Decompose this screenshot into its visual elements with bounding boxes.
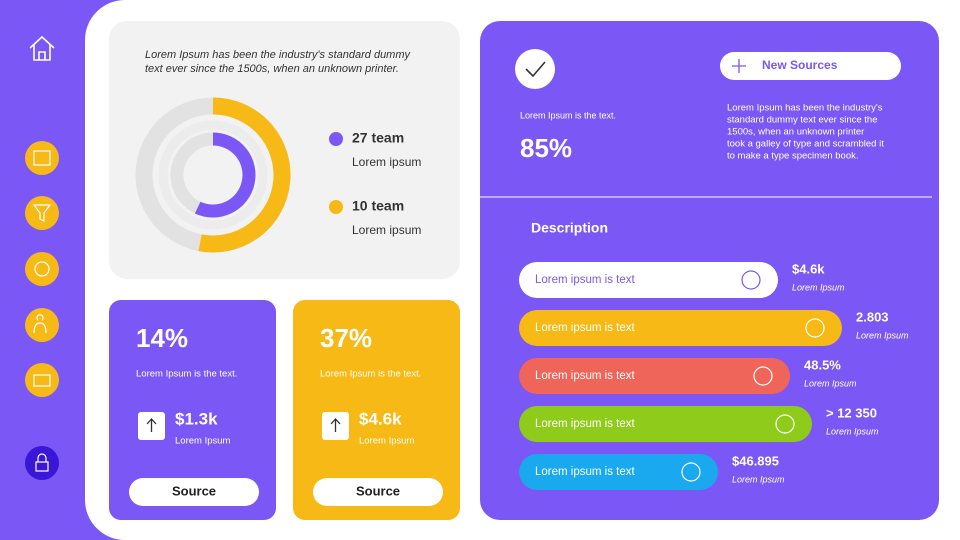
icon: [33, 314, 47, 334]
button-label: Source: [356, 483, 400, 498]
icon: [35, 461, 49, 472]
legend-dot: [329, 200, 343, 214]
item-icon: [741, 270, 761, 290]
stat-card: [109, 300, 276, 520]
panel-percent: 85%: [520, 133, 572, 163]
card-percent: 37%: [320, 323, 372, 353]
panel-paragraph: 1500s, when an unknown printer: [727, 127, 864, 138]
legend-dot: [329, 132, 343, 146]
item-icon: [805, 318, 825, 338]
card-caption: Lorem Ipsum is the text.: [320, 369, 421, 380]
icon: [33, 374, 51, 387]
item-text: Lorem ipsum is text: [535, 466, 636, 478]
item-bar[interactable]: [519, 310, 842, 346]
summary-text: text ever since the 1500s, when an unkno…: [145, 63, 399, 75]
panel-paragraph: to make a type specimen book.: [727, 151, 859, 162]
legend-label: Lorem ipsum: [352, 223, 421, 237]
check-badge: [515, 49, 555, 89]
item-bar[interactable]: [519, 454, 718, 490]
card-caption: Lorem Ipsum is the text.: [136, 369, 237, 380]
home-icon[interactable]: [29, 35, 55, 61]
item-bar[interactable]: [519, 358, 790, 394]
sidebar-icons: [25, 141, 59, 480]
item-icon: [753, 366, 773, 386]
check-icon: [525, 61, 546, 78]
donut-chart: [135, 97, 291, 253]
donut-track: [158, 120, 268, 230]
legend-name: 27 team: [352, 130, 404, 146]
briefcase-button[interactable]: [25, 363, 59, 397]
legend-name: 10 team: [352, 198, 404, 214]
item-value-label: Lorem Ipsum: [732, 474, 785, 484]
summary-text: Lorem Ipsum has been the industry's stan…: [145, 49, 412, 61]
lock-button[interactable]: [25, 446, 59, 480]
item-icon: [775, 414, 795, 434]
panel-paragraph: standard dummy text ever since the: [727, 115, 878, 126]
item-value: 48.5%: [804, 357, 841, 372]
item-value: > 12 350: [826, 405, 877, 420]
donut-arc: [194, 132, 256, 218]
new-sources-button[interactable]: [720, 52, 901, 80]
item-value: $46.895: [732, 453, 779, 468]
description-title: Description: [531, 220, 608, 236]
panel-caption: Lorem Ipsum is the text.: [520, 110, 616, 120]
donut-arc: [198, 97, 291, 253]
item-icon: [681, 462, 701, 482]
item-value: 2.803: [856, 309, 889, 324]
button-label: New Sources: [762, 58, 838, 72]
item-text: Lorem ipsum is text: [535, 322, 636, 334]
icon: [34, 261, 50, 277]
panel-paragraph: Lorem Ipsum has been the industry's: [727, 103, 883, 114]
source-button[interactable]: [313, 478, 443, 506]
item-bar[interactable]: [519, 406, 812, 442]
plus-icon: [732, 59, 746, 73]
card-amount-label: Lorem Ipsum: [359, 436, 415, 447]
button-label: Source: [172, 483, 216, 498]
item-value: $4.6k: [792, 261, 825, 276]
settings-button[interactable]: [25, 252, 59, 286]
icon: [33, 150, 51, 166]
item-text: Lorem ipsum is text: [535, 370, 636, 382]
icon: [32, 204, 52, 222]
item-value-label: Lorem Ipsum: [792, 282, 845, 292]
item-value-label: Lorem Ipsum: [804, 378, 857, 388]
item-text: Lorem ipsum is text: [535, 274, 636, 286]
arrow-icon: [146, 418, 157, 432]
item-value-label: Lorem Ipsum: [856, 330, 909, 340]
card-amount: $4.6k: [359, 409, 402, 428]
panel-paragraph: took a galley of type and scrambled it: [727, 139, 884, 150]
arrow-icon: [330, 418, 341, 432]
card-percent: 14%: [136, 323, 188, 353]
calendar-button[interactable]: [25, 141, 59, 175]
card-amount: $1.3k: [175, 409, 218, 428]
icon: [37, 453, 47, 462]
item-value-label: Lorem Ipsum: [826, 426, 879, 436]
item-text: Lorem ipsum is text: [535, 418, 636, 430]
filter-button[interactable]: [25, 196, 59, 230]
users-button[interactable]: [25, 308, 59, 342]
source-button[interactable]: [129, 478, 259, 506]
card-amount-label: Lorem Ipsum: [175, 436, 231, 447]
stat-card: [293, 300, 460, 520]
item-bar[interactable]: [519, 262, 778, 298]
legend-label: Lorem ipsum: [352, 155, 421, 169]
